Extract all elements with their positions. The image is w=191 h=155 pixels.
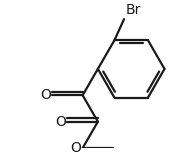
Text: O: O — [70, 141, 81, 155]
Text: O: O — [55, 115, 66, 129]
Text: Br: Br — [126, 3, 141, 17]
Text: O: O — [40, 88, 51, 102]
